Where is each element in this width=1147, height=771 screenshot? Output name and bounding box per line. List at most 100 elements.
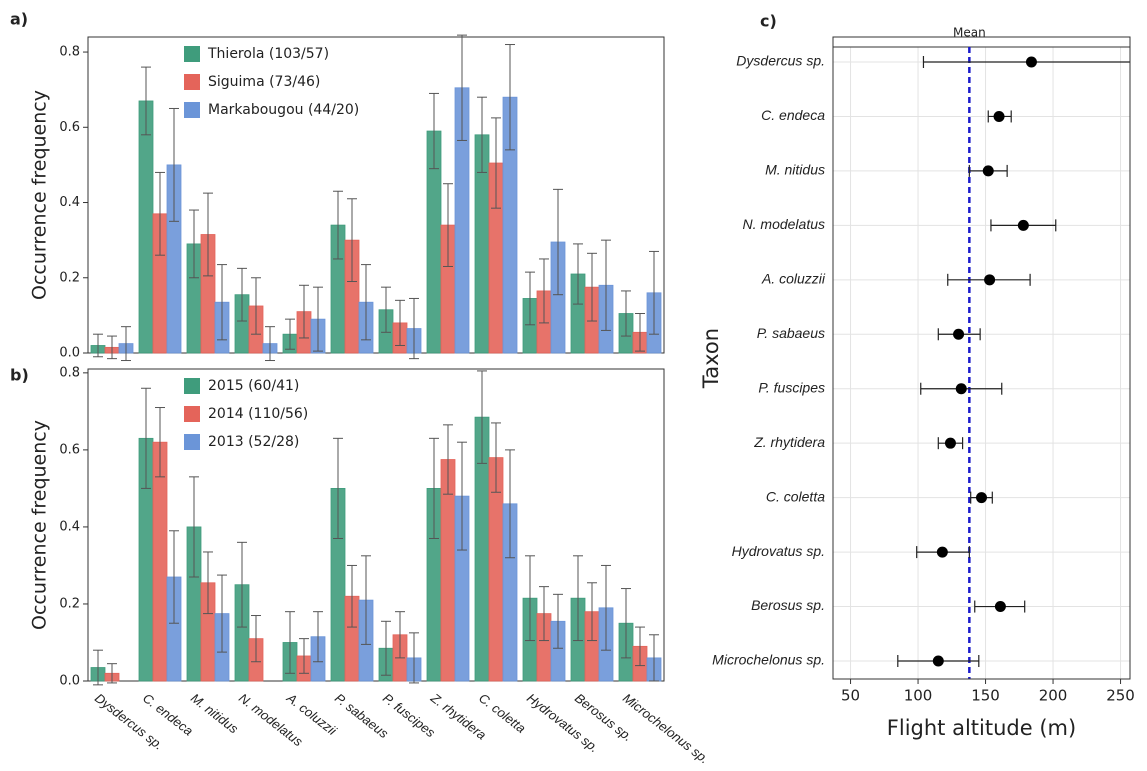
error-bar (409, 632, 419, 684)
error-bar (395, 611, 405, 659)
error-bar (649, 250, 659, 335)
error-bar (587, 252, 597, 322)
panel-label: b) (10, 366, 29, 385)
y-tick-label: 0.6 (59, 120, 80, 135)
error-bar (313, 611, 323, 663)
error-bar (347, 564, 357, 628)
y-tick-label: Berosus sp. (751, 597, 825, 613)
error-bar (587, 582, 597, 642)
error-bar (491, 117, 501, 209)
y-tick-label: 0.0 (59, 346, 80, 361)
error-bar (429, 437, 439, 539)
x-tick-label: Microchelonus sp. (620, 690, 712, 766)
legend-label: 2013 (52/28) (208, 434, 299, 450)
y-tick-label: Hydrovatus sp. (732, 543, 825, 559)
y-tick-label: C. endeca (761, 107, 825, 123)
y-tick-label: N. modelatus (743, 216, 825, 232)
legend-swatch (184, 378, 200, 394)
error-bar (285, 611, 295, 674)
error-bar (265, 326, 275, 362)
y-tick-label: Microchelonus sp. (712, 652, 825, 668)
error-bar (121, 326, 131, 362)
error-bar (203, 192, 213, 277)
error-bar (313, 286, 323, 352)
y-tick-label: 0.4 (59, 519, 80, 534)
point (936, 546, 948, 558)
bar (152, 441, 168, 682)
error-bar (457, 441, 467, 551)
legend-label: Thierola (103/57) (207, 46, 329, 62)
legend-swatch (184, 406, 200, 422)
error-bar (217, 264, 227, 341)
error-bar (539, 586, 549, 642)
error-bar (107, 335, 117, 360)
error-bar (381, 286, 391, 333)
plot-frame (87, 36, 665, 354)
x-tick-label: 100 (904, 687, 933, 705)
point (953, 328, 965, 340)
x-tick-label: P. fuscipes (380, 690, 438, 740)
legend-label: Markabougou (44/20) (208, 102, 359, 118)
error-bar (553, 593, 563, 649)
error-bar (251, 615, 261, 663)
error-bar (155, 407, 165, 478)
point (984, 274, 996, 286)
error-bar (93, 333, 103, 358)
error-bar (525, 271, 535, 326)
error-bar (237, 267, 247, 322)
error-bar (189, 476, 199, 578)
error-bar (169, 107, 179, 222)
x-tick-label: 150 (971, 687, 1000, 705)
error-bar (621, 588, 631, 659)
error-bar (505, 44, 515, 151)
error-bar (477, 370, 487, 464)
bar (138, 100, 154, 354)
y-tick-label: P. fuscipes (758, 379, 825, 395)
error-bar (155, 171, 165, 256)
error-bar (635, 313, 645, 352)
error-bar (601, 239, 611, 331)
plot-frame (832, 36, 1131, 680)
y-axis-title: Occurrence frequency (29, 90, 51, 300)
error-bar (285, 318, 295, 350)
y-tick-label: 0.2 (59, 596, 80, 611)
x-tick-label: 50 (841, 687, 860, 705)
error-bar (505, 449, 515, 559)
error-bar (299, 638, 309, 674)
point (993, 110, 1005, 122)
legend-label: 2015 (60/41) (208, 378, 299, 394)
clip-group (897, 56, 1130, 667)
error-bar (141, 387, 151, 489)
error-bar (649, 634, 659, 682)
y-tick-label: 0.8 (59, 365, 80, 380)
error-bar (107, 663, 117, 684)
y-tick-label: M. nitidus (765, 162, 825, 178)
y-tick-label: P. sabaeus (757, 325, 825, 341)
error-bar (333, 190, 343, 260)
x-tick-label: 200 (1039, 687, 1068, 705)
error-bar (395, 299, 405, 346)
y-tick-label: 0.6 (59, 442, 80, 457)
error-bar (299, 284, 309, 339)
point (976, 492, 987, 504)
x-tick-label: 250 (1106, 687, 1135, 705)
error-bar (573, 555, 583, 642)
y-tick-label: 0.4 (59, 195, 80, 210)
error-bar (203, 551, 213, 615)
error-bar (141, 66, 151, 136)
error-bar (429, 92, 439, 170)
y-tick-label: Z. rhytidera (753, 434, 825, 450)
plot-frame (87, 368, 665, 682)
error-bar (477, 96, 487, 173)
error-bar (443, 424, 453, 495)
error-bar (169, 530, 179, 624)
error-bar (601, 564, 611, 651)
error-bar (621, 290, 631, 337)
error-bar (217, 574, 227, 653)
point (1017, 219, 1029, 231)
error-bar (347, 198, 357, 283)
error-bar (251, 277, 261, 335)
x-axis-title: Flight altitude (m) (887, 716, 1076, 740)
y-tick-label: 0.2 (59, 270, 80, 285)
